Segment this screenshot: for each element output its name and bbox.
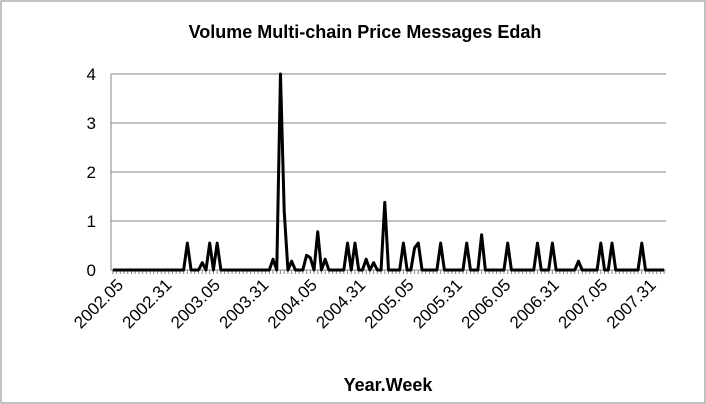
y-tick-label: 4 (87, 65, 96, 84)
y-tick-label: 3 (87, 114, 96, 133)
x-axis-title: Year.Week (344, 375, 434, 395)
y-tick-label: 2 (87, 163, 96, 182)
y-tick-label: 0 (87, 261, 96, 280)
y-tick-label: 1 (87, 212, 96, 231)
chart-title: Volume Multi-chain Price Messages Edah (189, 22, 542, 42)
data-line (112, 72, 665, 272)
